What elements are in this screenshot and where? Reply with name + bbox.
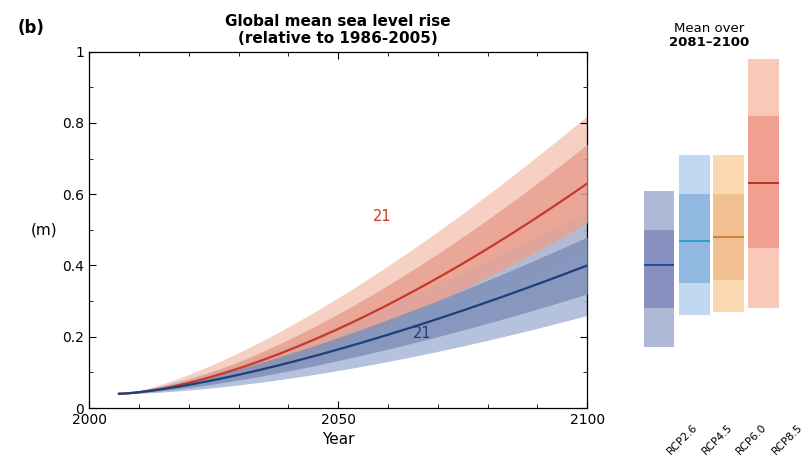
Bar (679, 155, 710, 315)
Text: RCP2.6: RCP2.6 (665, 422, 699, 457)
X-axis label: Year: Year (322, 432, 355, 447)
Bar (748, 59, 779, 308)
Text: RCP4.5: RCP4.5 (701, 422, 735, 457)
Text: 21: 21 (413, 326, 432, 341)
Text: RCP6.0: RCP6.0 (735, 422, 769, 457)
Title: Global mean sea level rise
(relative to 1986-2005): Global mean sea level rise (relative to … (225, 14, 451, 46)
Text: (b): (b) (18, 19, 45, 37)
Y-axis label: (m): (m) (31, 222, 58, 237)
Bar (644, 190, 674, 348)
Bar (748, 116, 779, 248)
Bar (713, 155, 744, 312)
Bar (713, 194, 744, 280)
Text: Mean over: Mean over (674, 22, 744, 35)
Text: 21: 21 (373, 209, 392, 224)
Bar (679, 194, 710, 283)
Text: RCP8.5: RCP8.5 (770, 422, 804, 457)
Bar (644, 230, 674, 308)
Text: 2081–2100: 2081–2100 (668, 36, 749, 49)
